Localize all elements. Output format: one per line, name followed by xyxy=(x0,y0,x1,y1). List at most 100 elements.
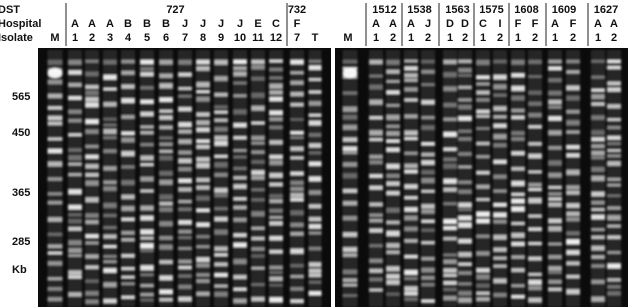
band xyxy=(85,254,99,259)
isolate: 2 xyxy=(497,32,503,44)
lane xyxy=(548,50,562,307)
band xyxy=(269,236,283,241)
band xyxy=(386,174,400,178)
band xyxy=(476,127,490,130)
band xyxy=(548,172,562,178)
band xyxy=(458,208,472,211)
band xyxy=(443,60,457,64)
band xyxy=(528,101,542,106)
band xyxy=(233,60,247,64)
hospital: A xyxy=(594,18,602,30)
band xyxy=(103,166,117,171)
band xyxy=(511,295,525,299)
band xyxy=(591,208,605,211)
band xyxy=(68,96,82,100)
band xyxy=(269,97,283,102)
band xyxy=(159,125,173,130)
band xyxy=(607,263,621,269)
band xyxy=(528,273,542,276)
band xyxy=(85,234,99,238)
hospital: D xyxy=(461,18,469,30)
band xyxy=(511,233,525,238)
band xyxy=(443,187,457,192)
band xyxy=(159,236,173,240)
band xyxy=(421,299,435,303)
band xyxy=(68,254,82,257)
band xyxy=(458,262,472,266)
band xyxy=(47,201,63,205)
band xyxy=(68,205,82,210)
band xyxy=(233,275,247,279)
band xyxy=(103,129,117,134)
band xyxy=(443,219,457,224)
band xyxy=(342,106,358,112)
band xyxy=(251,227,265,230)
band xyxy=(214,273,228,277)
band xyxy=(493,143,507,148)
band xyxy=(421,190,435,193)
band xyxy=(68,155,82,161)
band xyxy=(476,142,490,145)
band xyxy=(47,148,63,153)
hospital: F xyxy=(570,18,577,30)
band xyxy=(269,125,283,130)
band xyxy=(369,174,383,178)
band xyxy=(591,94,605,100)
band xyxy=(591,191,605,197)
band xyxy=(548,271,562,274)
band xyxy=(85,279,99,283)
band xyxy=(196,235,210,238)
isolate: 3 xyxy=(107,32,113,44)
band xyxy=(548,197,562,201)
band xyxy=(548,160,562,166)
band xyxy=(290,146,304,151)
band xyxy=(85,154,99,159)
band xyxy=(528,113,542,118)
band xyxy=(290,136,304,139)
band xyxy=(443,226,457,230)
band xyxy=(269,199,283,203)
band xyxy=(178,220,192,225)
band xyxy=(290,275,304,278)
band xyxy=(369,202,383,207)
band xyxy=(458,68,472,73)
band xyxy=(566,185,580,190)
band xyxy=(251,283,265,286)
isolate: 1 xyxy=(480,32,486,44)
band xyxy=(528,256,542,261)
band xyxy=(121,84,135,89)
hospital: A xyxy=(71,18,79,30)
band xyxy=(214,93,228,97)
band xyxy=(251,254,265,258)
band xyxy=(251,198,265,202)
band xyxy=(404,270,418,275)
band xyxy=(421,100,435,105)
band xyxy=(196,263,210,268)
isolate: 1 xyxy=(595,32,601,44)
band xyxy=(68,240,82,245)
band xyxy=(103,88,117,91)
band xyxy=(493,219,507,224)
band xyxy=(404,98,418,102)
band xyxy=(443,117,457,121)
band xyxy=(103,260,117,263)
band xyxy=(47,79,63,85)
band xyxy=(233,66,247,71)
size-marker: 285 xyxy=(12,236,30,248)
hospital: B xyxy=(162,18,170,30)
band xyxy=(607,291,621,296)
band xyxy=(458,297,472,303)
band xyxy=(591,60,605,63)
band xyxy=(269,284,283,287)
band xyxy=(511,73,525,78)
band xyxy=(233,218,247,222)
band xyxy=(251,267,265,270)
band xyxy=(178,72,192,77)
band xyxy=(443,259,457,264)
band xyxy=(140,189,154,193)
band xyxy=(196,157,210,162)
band xyxy=(103,149,117,153)
band xyxy=(196,139,210,143)
band xyxy=(233,149,247,152)
dst: 1575 xyxy=(479,4,503,16)
